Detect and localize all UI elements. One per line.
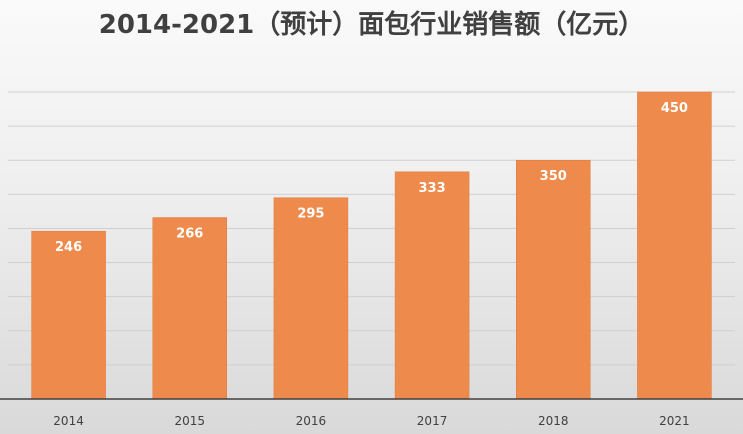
x-tick-labels: 2014 2015 2016 2017 2018 2021 <box>53 414 689 428</box>
x-tick-2018: 2018 <box>538 414 569 428</box>
bars: 246 266 295 333 350 450 <box>31 91 712 400</box>
x-tick-2015: 2015 <box>174 414 205 428</box>
x-tick-2017: 2017 <box>417 414 448 428</box>
bar-2021 <box>637 91 712 400</box>
data-label-2017: 333 <box>419 181 446 196</box>
data-label-2021: 450 <box>661 101 688 116</box>
bar-2018 <box>516 159 591 400</box>
gridlines <box>8 91 735 366</box>
x-tick-2016: 2016 <box>296 414 327 428</box>
chart-title: 2014-2021（预计）面包行业销售额（亿元） <box>98 10 645 40</box>
bar-2016 <box>273 197 349 400</box>
data-label-2016: 295 <box>297 207 324 222</box>
x-tick-2014: 2014 <box>53 414 84 428</box>
data-label-2014: 246 <box>55 240 82 255</box>
bar-2017 <box>394 171 470 400</box>
x-tick-2021: 2021 <box>659 414 690 428</box>
data-label-2018: 350 <box>540 169 567 184</box>
bar-2015 <box>152 217 227 400</box>
data-label-2015: 266 <box>176 227 203 242</box>
bar-2014 <box>31 230 106 400</box>
